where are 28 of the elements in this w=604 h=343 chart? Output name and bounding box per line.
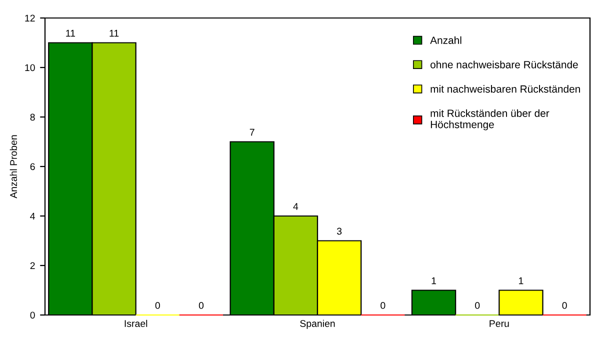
legend-label: ohne nachweisbare Rückstände: [430, 60, 578, 68]
data-label: 4: [293, 203, 298, 210]
data-label: 0: [562, 302, 567, 309]
data-label: 11: [110, 30, 119, 37]
data-label: 11: [66, 30, 76, 37]
data-label: 0: [198, 302, 204, 309]
data-label: 0: [475, 302, 480, 309]
data-label: 7: [250, 128, 254, 136]
y-tick-label: 12: [25, 14, 35, 22]
data-label: 0: [380, 302, 386, 309]
y-tick-label: 4: [30, 212, 35, 220]
x-tick-label: Spanien: [300, 320, 335, 329]
legend-label: mit Rückständen über der Höchstmenge: [430, 109, 550, 130]
y-tick-label: 8: [30, 114, 35, 121]
bar: [498, 290, 544, 316]
x-tick-label: Israel: [124, 320, 148, 327]
data-label: 3: [336, 228, 342, 235]
data-label: 1: [432, 277, 436, 284]
data-label: 0: [155, 302, 160, 309]
y-tick-label: 10: [25, 64, 35, 72]
y-tick-label: 2: [30, 262, 35, 270]
y-tick-label: 6: [30, 163, 35, 170]
y-axis-title: Anzahl Proben: [10, 135, 17, 198]
y-tick-label: 0: [30, 312, 35, 319]
x-tick-label: Peru: [490, 320, 509, 327]
legend-label: Anzahl: [430, 36, 462, 44]
legend-label: mit nachweisbaren Rückständen: [430, 85, 580, 93]
data-label: 1: [519, 277, 524, 284]
